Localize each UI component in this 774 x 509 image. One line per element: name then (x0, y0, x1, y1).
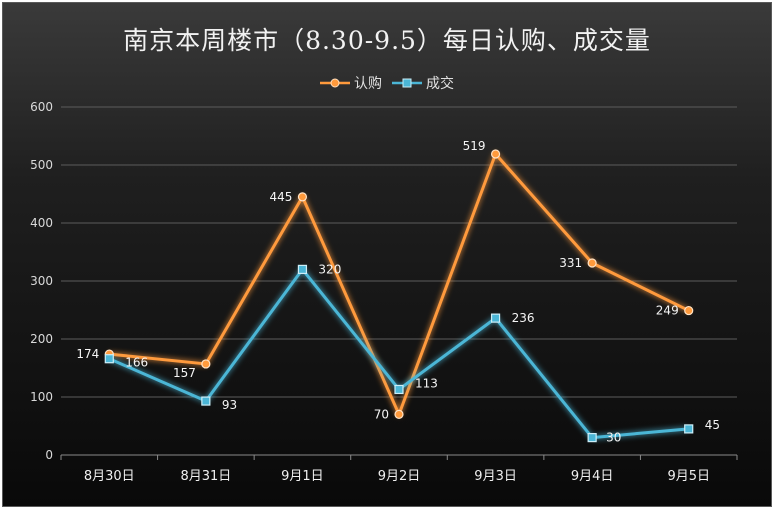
point-subscription (201, 359, 211, 369)
y-tick-label: 500 (30, 158, 53, 172)
x-tick-label: 9月3日 (474, 469, 517, 484)
x-tick-label: 9月5日 (667, 469, 710, 484)
point-subscription (297, 192, 308, 202)
point-deal (297, 264, 308, 274)
chart-legend: 认购 成交 (3, 73, 771, 93)
point-subscription (490, 149, 501, 159)
point-deal (201, 396, 211, 406)
data-label-deal: 45 (705, 418, 720, 432)
point-subscription (587, 258, 597, 268)
data-label-subscription: 331 (559, 256, 582, 270)
x-tick-label: 9月4日 (571, 469, 614, 484)
point-deal (104, 354, 114, 364)
legend-label-subscription: 认购 (354, 76, 382, 92)
legend-item-subscription: 认购 (320, 73, 382, 93)
point-subscription (394, 409, 404, 419)
legend-label-deal: 成交 (426, 76, 454, 92)
data-label-subscription: 249 (656, 304, 679, 318)
data-label-subscription: 157 (173, 366, 196, 380)
y-tick-label: 600 (30, 100, 53, 114)
legend-item-deal: 成交 (392, 73, 454, 93)
x-tick-label: 8月30日 (84, 469, 135, 484)
data-label-subscription: 174 (76, 347, 99, 361)
data-label-subscription: 445 (270, 190, 293, 204)
chart-title: 南京本周楼市（8.30-9.5）每日认购、成交量 (123, 26, 651, 55)
data-label-subscription: 519 (463, 139, 486, 153)
y-tick-label: 300 (30, 274, 53, 288)
y-tick-label: 200 (30, 332, 53, 346)
data-label-deal: 320 (318, 262, 341, 276)
point-deal (684, 424, 694, 434)
legend-swatch-deal (392, 78, 422, 88)
x-tick-label: 9月2日 (378, 469, 421, 484)
y-tick-label: 100 (30, 390, 53, 404)
point-deal (490, 313, 501, 323)
x-tick-label: 9月1日 (281, 469, 324, 484)
legend-swatch-subscription (320, 78, 350, 88)
y-tick-label: 400 (30, 216, 53, 230)
point-deal (394, 384, 404, 395)
data-label-deal: 93 (222, 398, 237, 412)
data-label-deal: 113 (415, 376, 438, 390)
data-label-deal: 236 (512, 311, 535, 325)
plot-area: 0 100 200 300 400 500 600 8月30日 8月31日 9月1日 9月2日 9月… (30, 100, 738, 484)
series-line-subscription (109, 152, 690, 416)
x-tick-label: 8月31日 (180, 469, 231, 484)
data-label-deal: 30 (606, 431, 621, 445)
y-tick-label: 0 (45, 448, 53, 462)
data-label-subscription: 70 (374, 407, 389, 421)
point-subscription (684, 305, 694, 316)
point-deal (587, 433, 597, 443)
data-label-deal: 166 (125, 356, 148, 370)
